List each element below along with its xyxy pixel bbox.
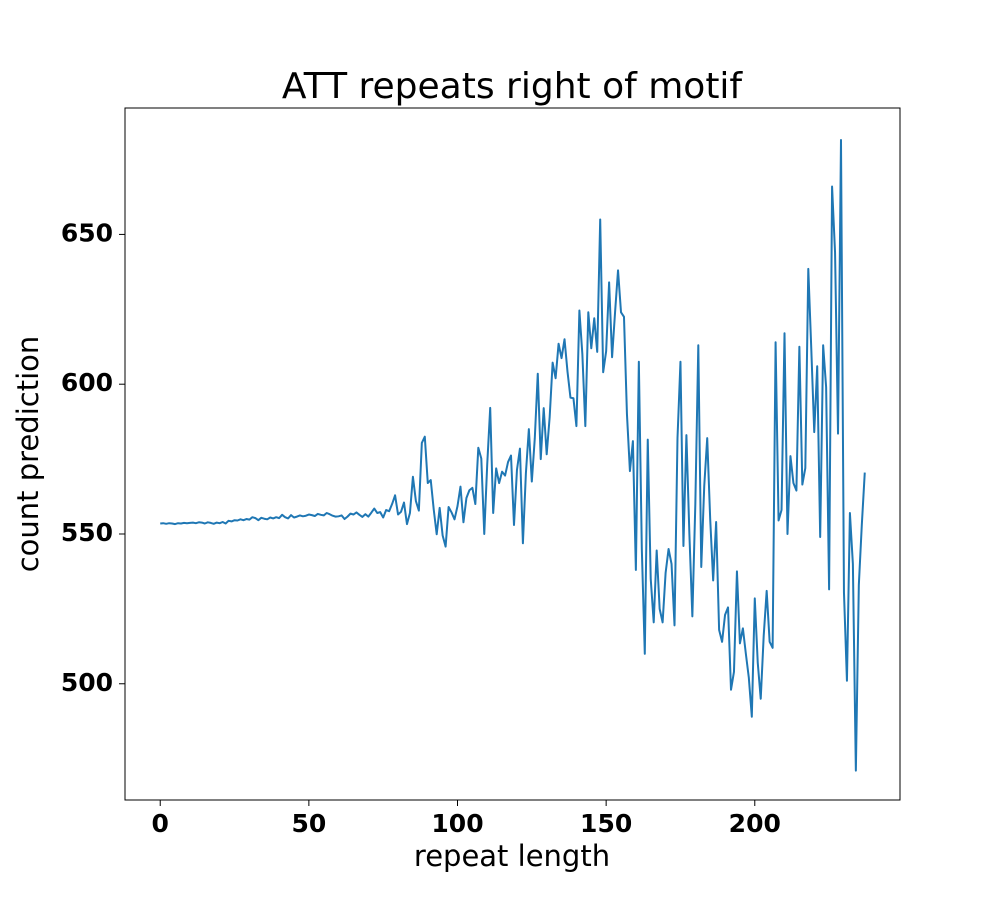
y-axis-label: count prediction [11, 336, 45, 573]
x-tick-label: 50 [291, 809, 326, 838]
y-tick-label: 550 [61, 518, 113, 547]
x-tick-label: 150 [580, 809, 632, 838]
x-axis-label: repeat length [414, 839, 610, 873]
x-tick-label: 200 [729, 809, 781, 838]
plot-frame [124, 107, 901, 801]
x-tick-label: 100 [431, 809, 483, 838]
data-line [160, 139, 866, 772]
y-tick-label: 500 [61, 668, 113, 697]
y-tick-label: 650 [61, 218, 113, 247]
chart-title: ATT repeats right of motif [282, 66, 744, 107]
y-tick-label: 600 [61, 368, 113, 397]
x-tick-label: 0 [152, 809, 169, 838]
